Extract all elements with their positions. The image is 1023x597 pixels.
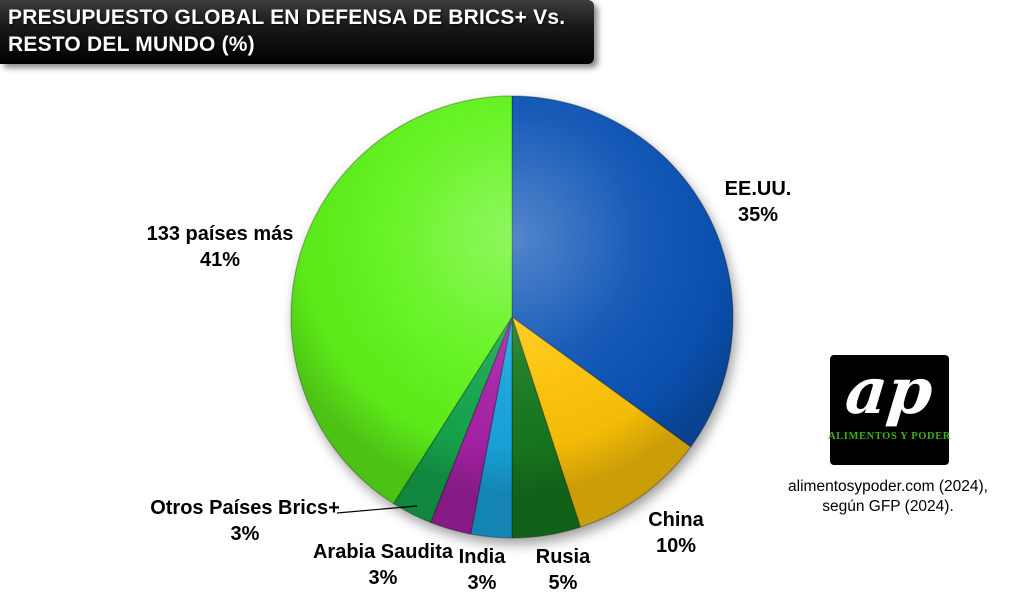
attribution-line-2: según GFP (2024). [822, 498, 954, 515]
slice-label-arabia-name: Arabia Saudita [312, 541, 454, 563]
slice-label-arabia-value: 3% [368, 567, 398, 589]
slice-label-china-name: China [648, 509, 704, 531]
logo-caption: ALIMENTOS Y PODER [828, 431, 951, 442]
logo-monogram: ap [842, 354, 937, 429]
chart-title-line-1: PRESUPUESTO GLOBAL EN DEFENSA DE BRICS+ … [8, 6, 566, 29]
slice-label-eeuu-value: 35% [737, 204, 779, 226]
chart-title-line-2: RESTO DEL MUNDO (%) [8, 33, 255, 56]
attribution-line-1: alimentosypoder.com (2024), [788, 478, 988, 495]
slice-label-otros-name: Otros Países Brics+ [150, 497, 340, 519]
slice-label-india-value: 3% [467, 572, 497, 594]
slice-label-china-value: 10% [655, 535, 697, 557]
slice-label-otros-value: 3% [230, 523, 260, 545]
slice-label-eeuu-name: EE.UU. [724, 178, 792, 200]
logo-alimentos-y-poder: ap ALIMENTOS Y PODER [828, 354, 951, 465]
slice-label-rusia-name: Rusia [535, 546, 591, 568]
slice-label-otros-brics: Otros Países Brics+ 3% [150, 495, 340, 547]
slice-label-133-value: 41% [199, 249, 241, 271]
leader-line-otros-brics [336, 505, 418, 514]
slice-label-china: China 10% [648, 507, 704, 559]
slice-label-eeuu: EE.UU. 35% [725, 176, 792, 228]
slice-label-rusia: Rusia 5% [536, 544, 590, 596]
slice-label-133-paises: 133 países más 41% [147, 221, 294, 273]
slice-label-india-name: India [458, 546, 506, 568]
slice-label-rusia-value: 5% [548, 572, 578, 594]
slice-label-india: India 3% [459, 544, 506, 596]
slice-label-133-name: 133 países más [146, 223, 294, 245]
pie-slices [290, 95, 734, 539]
slice-label-arabia-saudita: Arabia Saudita 3% [313, 539, 453, 591]
title-banner: PRESUPUESTO GLOBAL EN DEFENSA DE BRICS+ … [0, 0, 594, 64]
attribution-text: alimentosypoder.com (2024), según GFP (2… [788, 477, 988, 517]
